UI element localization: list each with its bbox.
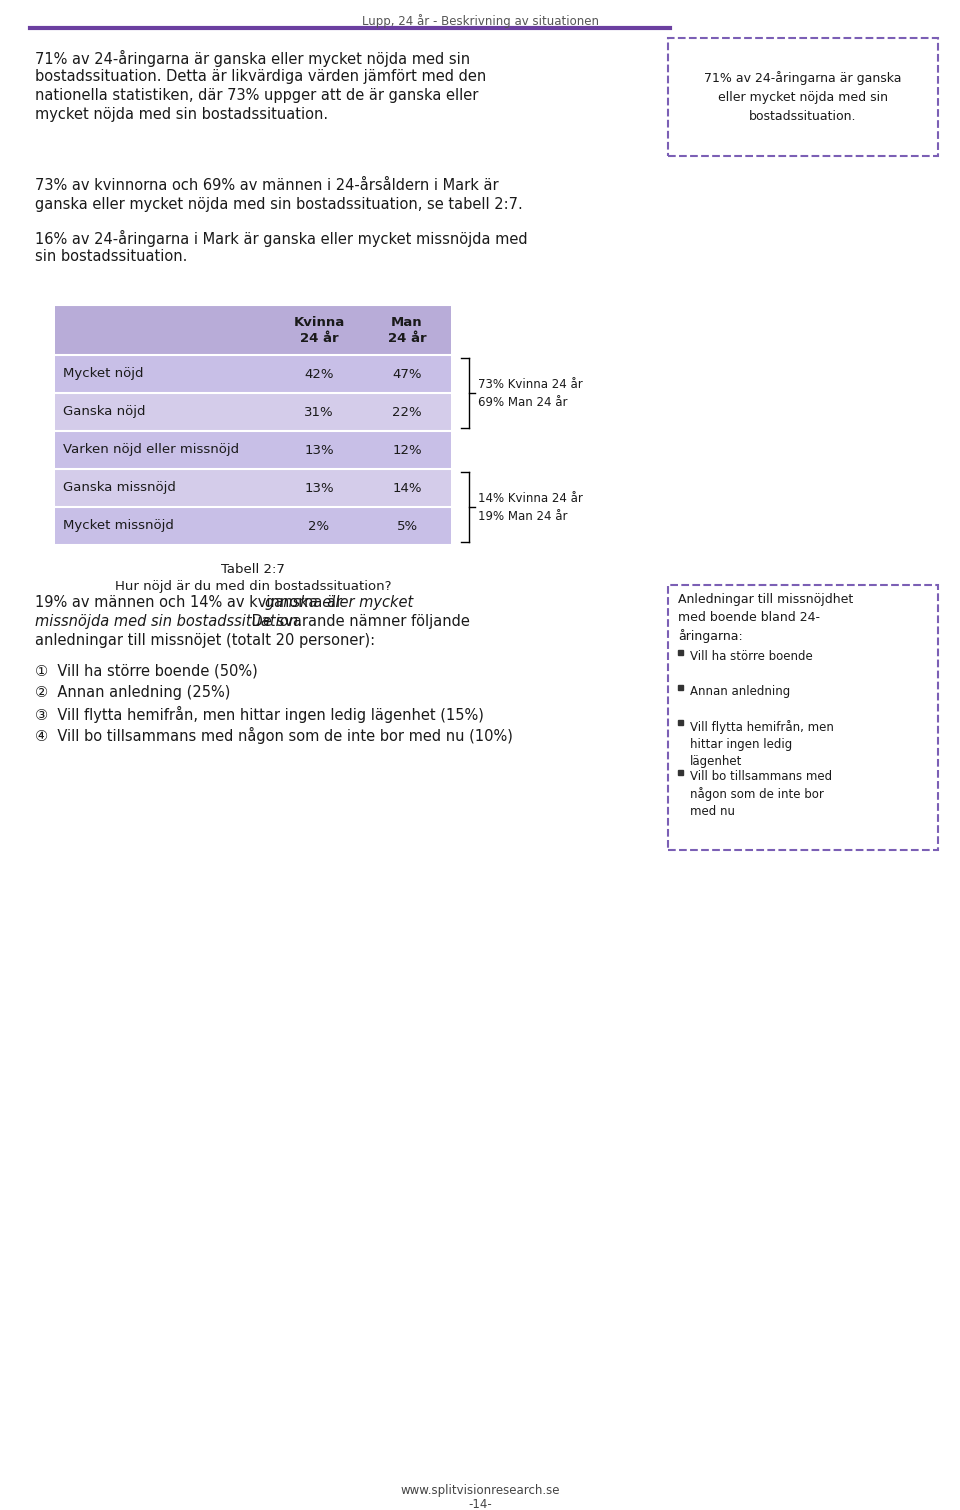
Text: Vill bo tillsammans med
någon som de inte bor
med nu: Vill bo tillsammans med någon som de int… — [690, 770, 832, 818]
Text: 19% av männen och 14% av kvinnorna är: 19% av männen och 14% av kvinnorna är — [35, 595, 347, 610]
Text: Mycket nöjd: Mycket nöjd — [63, 367, 143, 381]
Text: Varken nöjd eller missnöjd: Varken nöjd eller missnöjd — [63, 444, 239, 456]
Text: Vill flytta hemifrån, men
hittar ingen ledig
lägenhet: Vill flytta hemifrån, men hittar ingen l… — [690, 720, 834, 769]
Bar — [55, 355, 451, 393]
Text: 31%: 31% — [304, 406, 334, 418]
Text: sin bostadssituation.: sin bostadssituation. — [35, 249, 187, 264]
Text: 22%: 22% — [393, 406, 421, 418]
Text: Anledningar till missnöjdhet
med boende bland 24-
åringarna:: Anledningar till missnöjdhet med boende … — [678, 593, 853, 643]
Bar — [55, 305, 451, 355]
Text: Ganska nöjd: Ganska nöjd — [63, 406, 146, 418]
Text: bostadssituation. Detta är likvärdiga värden jämfört med den: bostadssituation. Detta är likvärdiga vä… — [35, 69, 487, 85]
Text: 2%: 2% — [308, 519, 329, 533]
Text: Kvinna
24 år: Kvinna 24 år — [294, 316, 345, 344]
Text: Lupp, 24 år - Beskrivning av situationen: Lupp, 24 år - Beskrivning av situationen — [362, 14, 598, 29]
Text: -14-: -14- — [468, 1498, 492, 1510]
Text: 71% av 24-åringarna är ganska
eller mycket nöjda med sin
bostadssituation.: 71% av 24-åringarna är ganska eller myck… — [705, 71, 901, 122]
Text: 16% av 24-åringarna i Mark är ganska eller mycket missnöjda med: 16% av 24-åringarna i Mark är ganska ell… — [35, 230, 528, 248]
Text: 13%: 13% — [304, 482, 334, 494]
Text: De svarande nämner följande: De svarande nämner följande — [247, 615, 469, 630]
Text: mycket nöjda med sin bostadssituation.: mycket nöjda med sin bostadssituation. — [35, 107, 328, 122]
Text: Annan anledning: Annan anledning — [690, 686, 790, 698]
Text: 73% av kvinnorna och 69% av männen i 24-årsåldern i Mark är: 73% av kvinnorna och 69% av männen i 24-… — [35, 178, 498, 193]
Bar — [678, 770, 683, 775]
Text: Tabell 2:7: Tabell 2:7 — [221, 563, 285, 575]
Text: ganska eller mycket: ganska eller mycket — [265, 595, 413, 610]
Text: ②  Annan anledning (25%): ② Annan anledning (25%) — [35, 686, 230, 701]
Bar — [55, 430, 451, 470]
Text: Hur nöjd är du med din bostadssituation?: Hur nöjd är du med din bostadssituation? — [115, 580, 392, 593]
Text: anledningar till missnöjet (totalt 20 personer):: anledningar till missnöjet (totalt 20 pe… — [35, 633, 375, 648]
Text: 73% Kvinna 24 år
69% Man 24 år: 73% Kvinna 24 år 69% Man 24 år — [478, 378, 583, 409]
Text: ③  Vill flytta hemifrån, men hittar ingen ledig lägenhet (15%): ③ Vill flytta hemifrån, men hittar ingen… — [35, 707, 484, 723]
FancyBboxPatch shape — [668, 38, 938, 156]
Bar — [55, 470, 451, 507]
Bar — [55, 507, 451, 545]
Bar — [678, 649, 683, 655]
Text: Mycket missnöjd: Mycket missnöjd — [63, 519, 174, 533]
Text: 47%: 47% — [393, 367, 421, 381]
Text: www.splitvisionresearch.se: www.splitvisionresearch.se — [400, 1484, 560, 1496]
Text: 42%: 42% — [304, 367, 334, 381]
Text: nationella statistiken, där 73% uppger att de är ganska eller: nationella statistiken, där 73% uppger a… — [35, 88, 478, 103]
Text: ①  Vill ha större boende (50%): ① Vill ha större boende (50%) — [35, 664, 257, 680]
Text: 5%: 5% — [396, 519, 418, 533]
Text: Ganska missnöjd: Ganska missnöjd — [63, 482, 176, 494]
Text: 14% Kvinna 24 år
19% Man 24 år: 14% Kvinna 24 år 19% Man 24 år — [478, 491, 583, 522]
Bar — [678, 686, 683, 690]
Bar — [678, 720, 683, 725]
Text: ④  Vill bo tillsammans med någon som de inte bor med nu (10%): ④ Vill bo tillsammans med någon som de i… — [35, 726, 513, 744]
Bar — [55, 393, 451, 430]
Text: 71% av 24-åringarna är ganska eller mycket nöjda med sin: 71% av 24-åringarna är ganska eller myck… — [35, 50, 470, 66]
Text: Man
24 år: Man 24 år — [388, 316, 426, 344]
Text: ganska eller mycket nöjda med sin bostadssituation, se tabell 2:7.: ganska eller mycket nöjda med sin bostad… — [35, 196, 523, 211]
FancyBboxPatch shape — [668, 584, 938, 850]
Text: missnöjda med sin bostadssituation.: missnöjda med sin bostadssituation. — [35, 615, 302, 630]
Text: 14%: 14% — [393, 482, 421, 494]
Text: Vill ha större boende: Vill ha större boende — [690, 649, 813, 663]
Text: 12%: 12% — [393, 444, 421, 456]
Text: 13%: 13% — [304, 444, 334, 456]
